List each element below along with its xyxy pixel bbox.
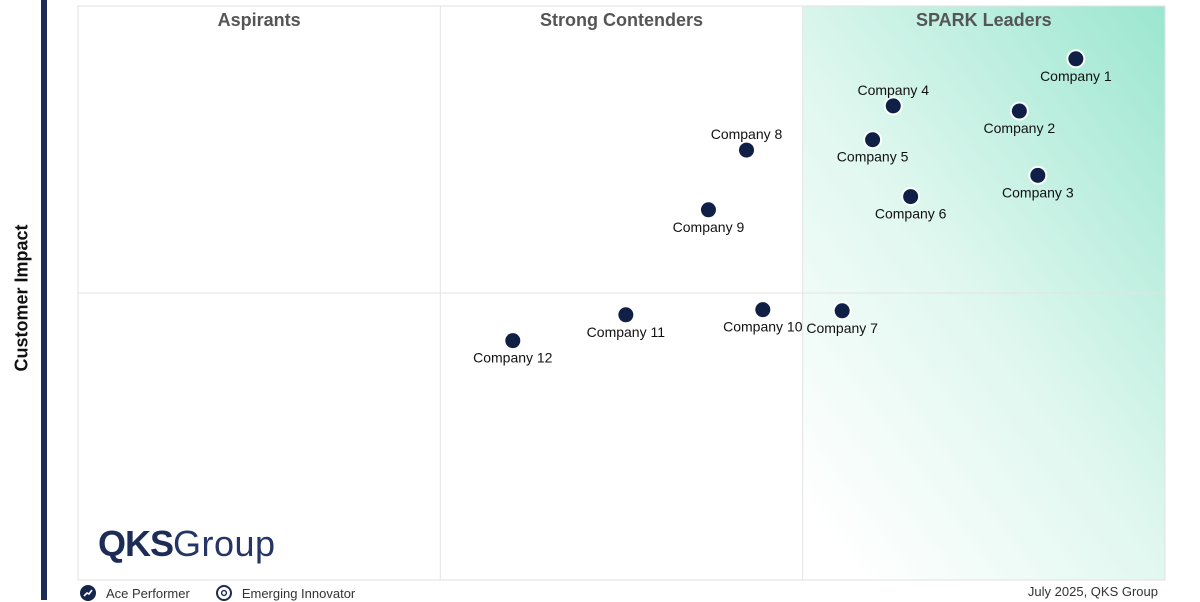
- point-marker[interactable]: [885, 98, 901, 114]
- legend: Ace Performer Emerging Innovator: [80, 584, 381, 602]
- point-label: Company 6: [875, 206, 947, 222]
- logo-light-text: Group: [173, 523, 276, 564]
- data-point[interactable]: Company 7: [806, 301, 878, 336]
- data-point[interactable]: Company 9: [673, 200, 745, 235]
- point-marker[interactable]: [1011, 103, 1027, 119]
- point-marker[interactable]: [700, 202, 716, 218]
- point-label: Company 5: [837, 149, 909, 165]
- emerging-innovator-icon: [215, 585, 232, 601]
- legend-label-emerging-innovator: Emerging Innovator: [241, 585, 356, 601]
- footer-date-source: July 2025, QKS Group: [1027, 584, 1158, 599]
- point-label: Company 10: [723, 319, 803, 335]
- point-label: Company 8: [711, 126, 783, 142]
- quadrant-title: Strong Contenders: [540, 10, 703, 30]
- left-accent-bar: [41, 0, 47, 600]
- point-marker[interactable]: [1068, 51, 1084, 67]
- ace-performer-icon: [80, 585, 96, 601]
- point-marker[interactable]: [618, 307, 634, 323]
- point-label: Company 2: [984, 120, 1056, 136]
- legend-item-emerging-innovator: Emerging Innovator: [215, 585, 356, 601]
- point-label: Company 9: [673, 219, 745, 235]
- legend-label-ace-performer: Ace Performer: [106, 585, 190, 601]
- data-point[interactable]: Company 3: [1002, 165, 1074, 201]
- data-point[interactable]: Company 8: [711, 126, 783, 160]
- point-marker[interactable]: [865, 132, 881, 148]
- point-label: Company 7: [806, 320, 878, 336]
- data-point[interactable]: Company 4: [857, 82, 929, 116]
- qks-group-logo: QKSGroup: [98, 522, 276, 566]
- data-point[interactable]: Company 12: [473, 331, 553, 366]
- point-marker[interactable]: [505, 333, 521, 349]
- data-point[interactable]: Company 10: [723, 300, 803, 335]
- logo-bold-text: QKS: [98, 523, 174, 564]
- point-label: Company 1: [1040, 68, 1112, 84]
- point-marker[interactable]: [903, 189, 919, 205]
- data-point[interactable]: Company 5: [837, 130, 909, 165]
- point-label: Company 12: [473, 350, 553, 366]
- quadrant-title: Aspirants: [218, 10, 301, 30]
- quadrant-title: SPARK Leaders: [916, 10, 1052, 30]
- point-label: Company 11: [587, 324, 666, 340]
- point-marker[interactable]: [834, 303, 850, 319]
- point-marker[interactable]: [739, 142, 755, 158]
- data-point[interactable]: Company 1: [1040, 49, 1112, 84]
- point-label: Company 4: [857, 82, 929, 98]
- data-point[interactable]: Company 2: [984, 101, 1056, 137]
- point-marker[interactable]: [755, 302, 771, 318]
- data-point[interactable]: Company 6: [875, 187, 947, 222]
- legend-item-ace-performer: Ace Performer: [80, 585, 190, 601]
- point-marker[interactable]: [1030, 167, 1046, 183]
- data-point[interactable]: Company 11: [587, 305, 666, 340]
- point-label: Company 3: [1002, 184, 1074, 200]
